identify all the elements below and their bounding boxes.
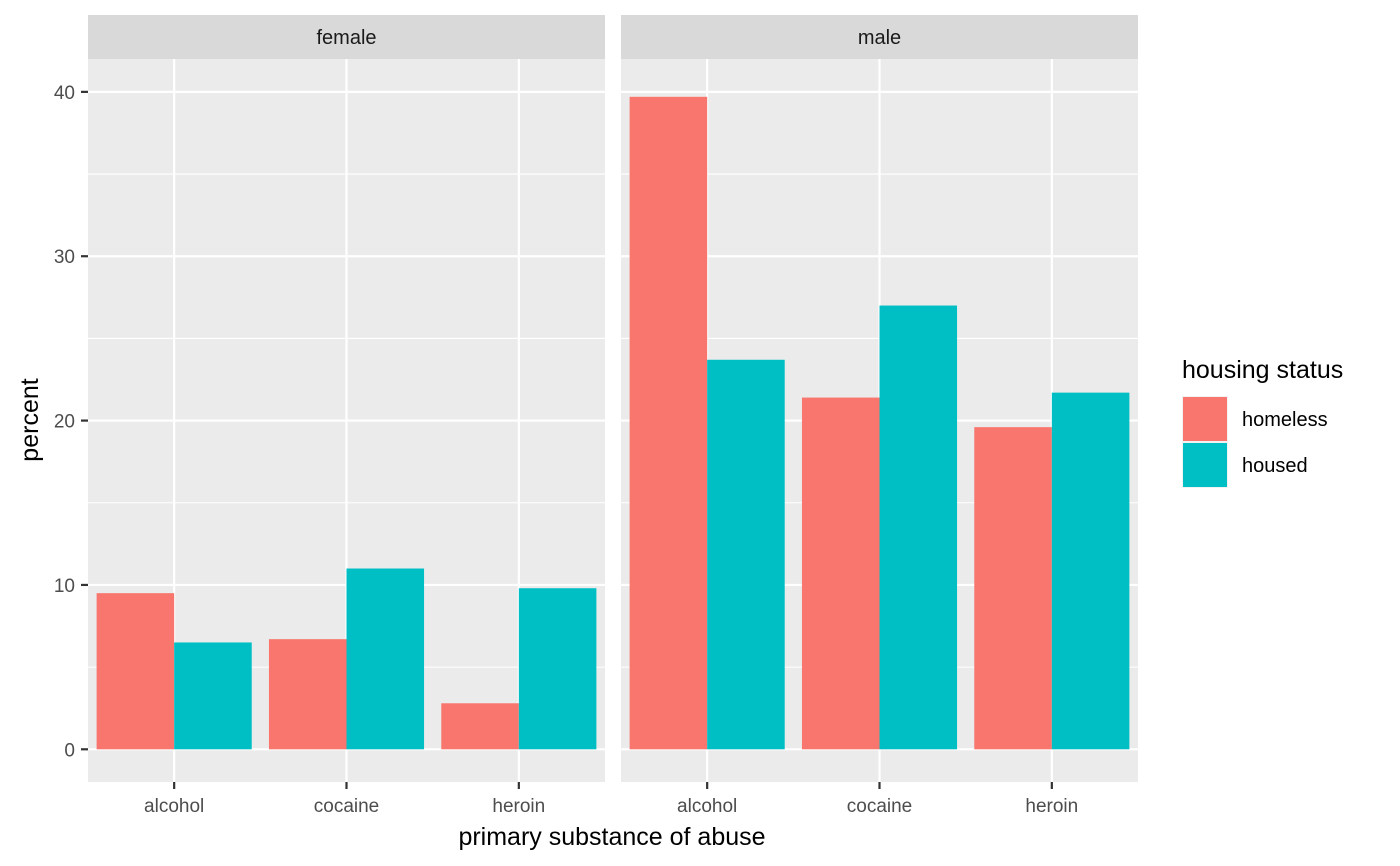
bar-female-alcohol-homeless [96,593,175,750]
facet-strip [621,15,1138,59]
legend-key-homeless [1183,397,1227,441]
y-axis-title: percent [16,378,44,461]
facet-strip [88,15,605,59]
bar-male-cocaine-homeless [801,397,880,750]
bar-female-cocaine-housed [346,568,425,750]
legend-title: housing status [1182,356,1343,384]
panel-female: female alcohol cocaine heroin [88,15,605,817]
y-tick-label: 30 [54,247,75,268]
legend-entries: homeless housed [1182,396,1328,488]
y-axis: 0 10 20 30 40 [54,83,88,761]
x-tick-label: cocaine [847,796,913,817]
panel-male: male alcohol cocaine heroin [621,15,1138,817]
y-tick-label: 10 [54,576,75,597]
x-tick-label: heroin [1025,796,1078,817]
legend-label-housed: housed [1242,455,1308,477]
bar-male-heroin-housed [1051,392,1130,750]
facet-strip-label: male [858,27,901,49]
y-tick-label: 0 [64,740,75,761]
x-axis-title: primary substance of abuse [458,823,765,851]
legend-key-housed [1183,443,1227,487]
bar-male-alcohol-homeless [629,96,708,750]
bar-male-heroin-homeless [974,427,1052,750]
y-tick-label: 40 [54,83,75,104]
bar-female-heroin-housed [518,588,597,750]
x-tick-label: alcohol [677,796,737,817]
bar-female-cocaine-homeless [268,639,347,750]
bar-male-alcohol-housed [707,359,785,750]
legend: housing status homeless housed [1182,356,1343,488]
x-tick-label: heroin [492,796,545,817]
bar-female-alcohol-housed [174,642,252,750]
x-tick-label: cocaine [314,796,380,817]
bar-male-cocaine-housed [879,305,958,750]
facet-strip-label: female [316,27,376,49]
x-tick-label: alcohol [144,796,204,817]
bar-female-heroin-homeless [441,703,519,750]
y-tick-label: 20 [54,412,75,433]
panels-layer: female alcohol cocaine heroin male alcohol coc… [88,15,1138,817]
legend-label-homeless: homeless [1242,409,1328,431]
